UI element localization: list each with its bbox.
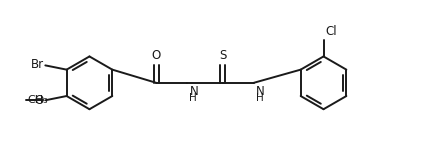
Text: S: S: [219, 49, 226, 62]
Text: Cl: Cl: [325, 25, 337, 38]
Text: N: N: [256, 85, 264, 98]
Text: N: N: [190, 85, 198, 98]
Text: O: O: [152, 49, 161, 62]
Text: H: H: [190, 93, 197, 103]
Text: H: H: [256, 93, 264, 103]
Text: Br: Br: [31, 58, 43, 71]
Text: O: O: [34, 94, 43, 107]
Text: CH₃: CH₃: [28, 95, 48, 105]
